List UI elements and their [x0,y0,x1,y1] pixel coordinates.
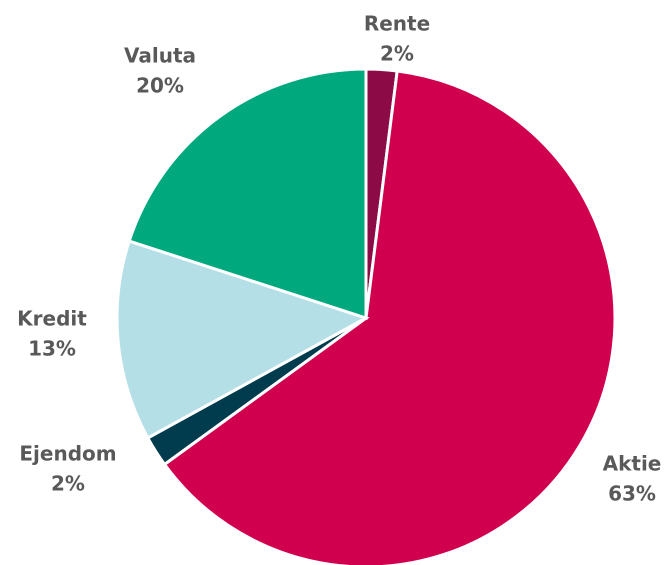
slice-label: Aktie [603,452,662,476]
slice-label: Valuta [124,44,196,68]
slice-label: Ejendom [19,442,116,466]
slice-label: Rente [364,12,430,36]
slice-value-label: 2% [380,42,414,66]
slice-value-label: 13% [28,337,76,361]
slice-value-label: 63% [608,482,656,506]
pie-slice [127,67,368,321]
pie-slice [115,239,370,440]
slice-value-label: 2% [51,472,85,496]
slice-value-label: 20% [136,74,184,98]
pie-slice [162,69,617,565]
slice-label: Kredit [17,307,87,331]
